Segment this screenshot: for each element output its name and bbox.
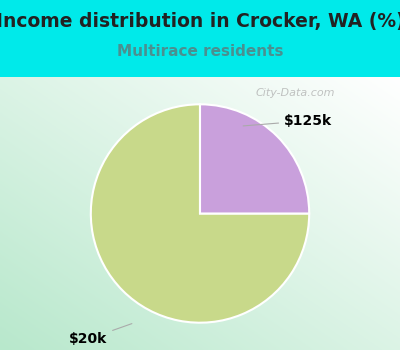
Text: City-Data.com: City-Data.com: [255, 89, 335, 98]
Wedge shape: [200, 104, 309, 214]
Text: $20k: $20k: [69, 324, 132, 346]
Text: $125k: $125k: [243, 114, 332, 128]
Wedge shape: [91, 104, 309, 323]
Text: Income distribution in Crocker, WA (%): Income distribution in Crocker, WA (%): [0, 12, 400, 31]
Text: Multirace residents: Multirace residents: [117, 44, 283, 59]
